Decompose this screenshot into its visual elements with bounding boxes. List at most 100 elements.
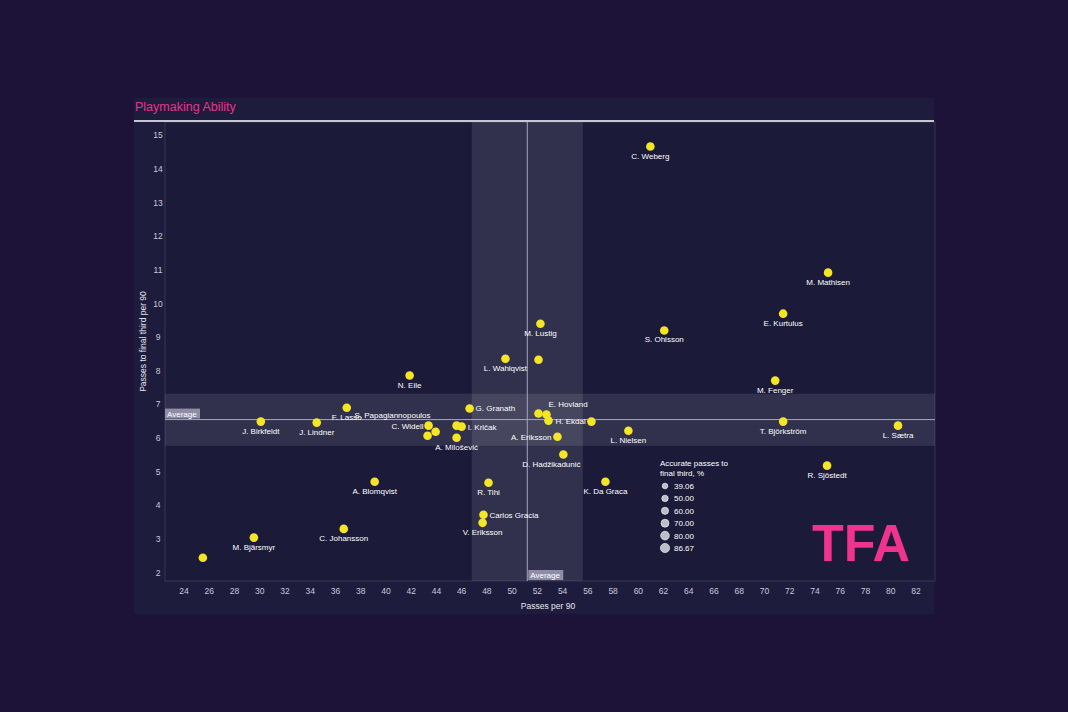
y-tick-label: 8 xyxy=(156,366,161,376)
x-tick-label: 74 xyxy=(810,586,820,596)
y-tick-label: 5 xyxy=(156,467,161,477)
point xyxy=(312,418,321,427)
average-y-label-box xyxy=(165,409,200,419)
y-tick-label: 12 xyxy=(153,231,163,241)
x-tick-label: 76 xyxy=(836,586,846,596)
x-tick-label: 54 xyxy=(558,586,568,596)
x-tick-label: 24 xyxy=(179,586,189,596)
size-legend-marker xyxy=(662,483,668,489)
point xyxy=(824,268,833,277)
point-label: G. Granath xyxy=(476,404,516,413)
point-label: M. Bjärsmyr xyxy=(233,543,276,552)
point-label: L. Sætra xyxy=(883,431,914,440)
point xyxy=(559,450,568,459)
x-tick-label: 80 xyxy=(886,586,896,596)
point-label: M. Lustig xyxy=(524,329,556,338)
size-legend-label: 39.06 xyxy=(674,482,695,491)
point xyxy=(534,355,543,364)
point xyxy=(624,426,633,435)
watermark: TFA xyxy=(812,514,910,572)
point xyxy=(894,421,903,430)
point xyxy=(405,371,414,380)
point-label: A. Blomqvist xyxy=(352,487,397,496)
y-tick-label: 2 xyxy=(156,568,161,578)
size-legend-label: 60.00 xyxy=(674,507,695,516)
average-x-label: Average xyxy=(530,571,560,580)
average-x-label-box xyxy=(528,570,563,580)
point-label: K. Da Graca xyxy=(583,487,628,496)
y-tick-label: 6 xyxy=(156,433,161,443)
x-tick-label: 66 xyxy=(709,586,719,596)
title: Playmaking Ability xyxy=(135,100,236,114)
point-label: E. Hovland xyxy=(548,400,587,409)
point xyxy=(465,404,474,413)
point xyxy=(431,427,440,436)
point xyxy=(484,479,493,488)
y-tick-label: 10 xyxy=(153,299,163,309)
point xyxy=(339,525,348,534)
point xyxy=(587,417,596,426)
point xyxy=(601,478,610,487)
point-label: V. Eriksson xyxy=(463,528,503,537)
point xyxy=(534,409,543,418)
point xyxy=(823,461,832,470)
point xyxy=(779,309,788,318)
x-tick-label: 78 xyxy=(861,586,871,596)
point xyxy=(779,417,788,426)
x-tick-label: 50 xyxy=(507,586,517,596)
size-legend-title-line: final third, % xyxy=(660,469,704,478)
y-tick-label: 13 xyxy=(153,198,163,208)
average-y-label-group: AverageAverage xyxy=(165,409,563,580)
point-label: T. Björkström xyxy=(760,427,807,436)
point xyxy=(199,553,208,562)
x-tick-label: 40 xyxy=(381,586,391,596)
point xyxy=(250,533,259,542)
x-tick-label: 70 xyxy=(760,586,770,596)
x-tick-label: 32 xyxy=(280,586,290,596)
x-tick-label: 46 xyxy=(457,586,467,596)
x-tick-label: 52 xyxy=(533,586,543,596)
size-legend-title: Accurate passes tofinal third, % xyxy=(660,459,729,478)
x-tick-label: 36 xyxy=(331,586,341,596)
point-label: C. Weberg xyxy=(631,152,669,161)
x-tick-label: 34 xyxy=(305,586,315,596)
x-tick-label: 68 xyxy=(735,586,745,596)
x-tick-label: 42 xyxy=(406,586,416,596)
point-label: A. Eriksson xyxy=(511,433,551,442)
point xyxy=(424,421,433,430)
point-label: L. Wahlqvist xyxy=(484,364,528,373)
y-tick-label: 4 xyxy=(156,500,161,510)
size-legend-marker xyxy=(660,543,669,552)
size-legend-marker xyxy=(662,495,668,501)
point xyxy=(452,433,461,442)
point-label: L. Nielsen xyxy=(611,436,647,445)
chart: Playmaking Ability AverageAverage C. Weber… xyxy=(0,0,1068,712)
y-axis-label: Passes to final third per 90 xyxy=(138,291,148,392)
x-tick-label: 56 xyxy=(583,586,593,596)
size-legend-label: 86.67 xyxy=(674,544,695,553)
point-label: J. Lindner xyxy=(299,428,334,437)
point-label: N. Eile xyxy=(398,381,422,390)
point-label: C. Widell xyxy=(392,422,424,431)
size-legend-marker xyxy=(661,531,670,540)
x-tick-label: 44 xyxy=(432,586,442,596)
y-tick-label: 15 xyxy=(153,130,163,140)
point xyxy=(646,142,655,151)
point xyxy=(257,417,266,426)
size-legend-marker xyxy=(661,519,669,527)
plot-group xyxy=(165,122,935,581)
point xyxy=(771,376,780,385)
average-y-band xyxy=(165,394,935,446)
point xyxy=(660,326,669,335)
size-legend-label: 50.00 xyxy=(674,494,695,503)
point-label: S. Papagiannopoulos xyxy=(355,411,431,420)
size-legend-title-line: Accurate passes to xyxy=(660,459,729,468)
point xyxy=(478,519,487,528)
y-tick-label: 3 xyxy=(156,534,161,544)
x-tick-label: 72 xyxy=(785,586,795,596)
y-tick-label: 7 xyxy=(156,399,161,409)
point-label: R. Sjöstedt xyxy=(808,471,848,480)
size-legend-label: 70.00 xyxy=(674,519,695,528)
y-tick-label: 11 xyxy=(154,265,163,275)
x-tick-label: 60 xyxy=(634,586,644,596)
